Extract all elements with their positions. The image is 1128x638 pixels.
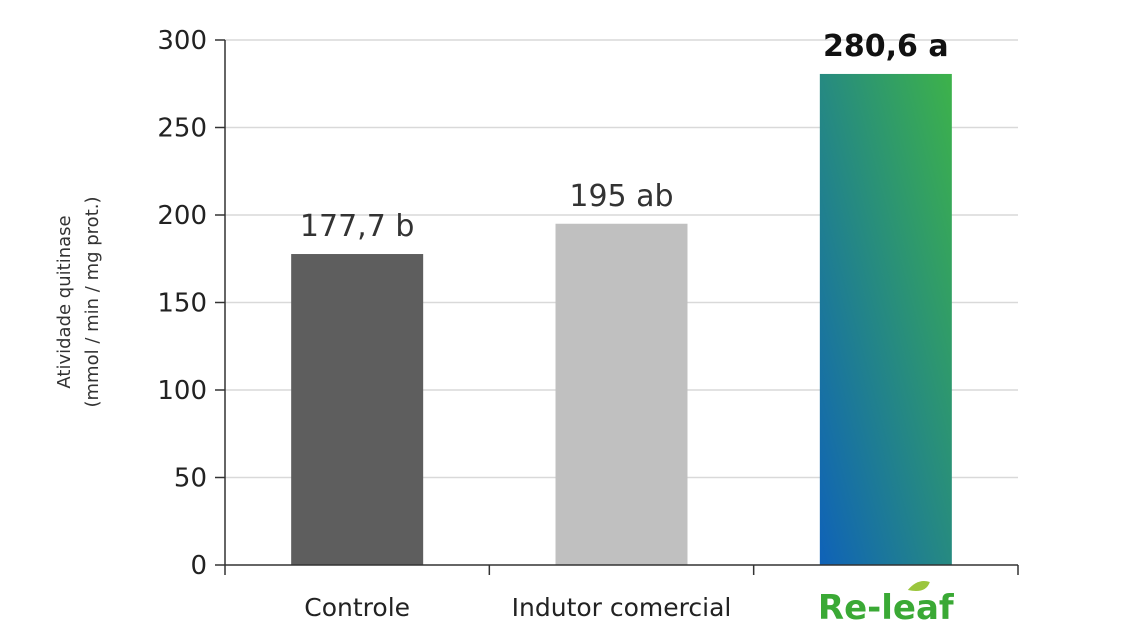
category-label: Re-leaf — [818, 588, 955, 628]
bar-1 — [555, 223, 688, 565]
data-label: 280,6 a — [823, 29, 949, 64]
data-label: 195 ab — [569, 179, 673, 214]
y-axis-ticks: 0 50 100 150 200 250 300 — [157, 26, 225, 581]
bar-0 — [291, 254, 424, 565]
y-axis-title-line2: (mmol / min / mg prot.) — [82, 197, 103, 408]
category-label: Indutor comercial — [512, 593, 732, 622]
releaf-logo: Re-leaf — [818, 581, 955, 628]
y-tick-label: 50 — [174, 464, 207, 494]
bar-2 — [819, 73, 952, 565]
axes — [224, 40, 1019, 575]
y-tick-label: 200 — [157, 201, 207, 231]
bars — [291, 73, 952, 565]
leaf-icon — [907, 581, 930, 591]
y-tick-label: 300 — [157, 26, 207, 56]
y-tick-label: 250 — [157, 114, 207, 144]
y-axis-title: Atividade quitinase (mmol / min / mg pro… — [54, 197, 103, 408]
data-labels: 177,7 b 195 ab 280,6 a — [300, 29, 949, 244]
y-tick-label: 0 — [190, 551, 207, 581]
y-tick-label: 100 — [157, 376, 207, 406]
category-label: Controle — [304, 593, 410, 622]
category-labels: Controle Indutor comercial Re-leaf — [304, 581, 955, 628]
data-label: 177,7 b — [300, 209, 414, 244]
y-axis-title-line1: Atividade quitinase — [54, 215, 75, 388]
y-tick-label: 150 — [157, 289, 207, 319]
